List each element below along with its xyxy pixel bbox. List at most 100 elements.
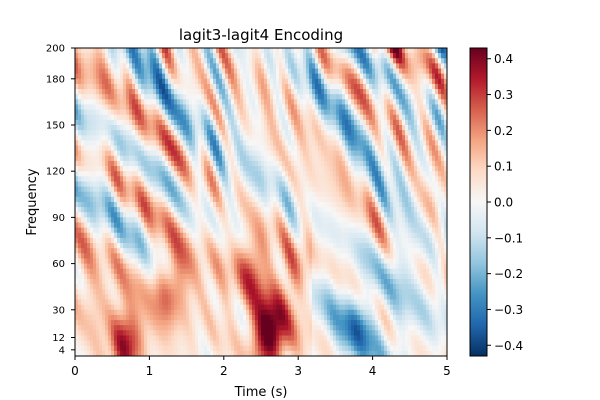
heatmap-cell <box>225 227 229 234</box>
heatmap-cell <box>261 186 265 193</box>
heatmap-cell <box>249 217 253 224</box>
heatmap-cell <box>102 58 106 64</box>
heatmap-cell <box>207 191 211 198</box>
heatmap-cell <box>348 145 352 152</box>
heatmap-cell <box>402 63 406 70</box>
heatmap-cell <box>174 191 178 198</box>
heatmap-cell <box>237 176 241 183</box>
heatmap-cell <box>129 135 133 141</box>
heatmap-cell <box>210 227 214 234</box>
heatmap-cell <box>291 58 295 64</box>
heatmap-cell <box>390 145 394 152</box>
heatmap-cell <box>312 150 316 157</box>
heatmap-cell <box>399 83 403 90</box>
heatmap-cell <box>93 202 97 208</box>
heatmap-cell <box>378 58 382 64</box>
heatmap-cell <box>261 248 265 254</box>
heatmap-cell <box>402 53 406 59</box>
heatmap-cell <box>237 83 241 90</box>
heatmap-cell <box>237 104 241 111</box>
heatmap-cell <box>168 63 172 70</box>
heatmap-cell <box>216 160 220 167</box>
heatmap-cell <box>354 171 358 177</box>
heatmap-cell <box>246 99 250 106</box>
heatmap-cell <box>102 114 106 121</box>
heatmap-cell <box>342 222 346 229</box>
heatmap-cell <box>126 176 130 183</box>
heatmap-cell <box>354 212 358 218</box>
heatmap-cell <box>141 99 145 106</box>
heatmap-cell <box>228 171 232 177</box>
heatmap-cell <box>336 73 340 80</box>
heatmap-cell <box>120 125 124 131</box>
heatmap-cell <box>375 104 379 111</box>
heatmap-cell <box>219 207 223 213</box>
heatmap-cell <box>393 227 397 234</box>
heatmap-cell <box>147 176 151 183</box>
heatmap-cell <box>231 130 235 136</box>
heatmap-cell <box>345 48 349 54</box>
heatmap-cell <box>117 207 121 213</box>
heatmap-cell <box>165 140 169 147</box>
heatmap-cell <box>435 145 439 152</box>
heatmap-cell <box>276 78 280 85</box>
heatmap-cell <box>249 186 253 193</box>
heatmap-cell <box>333 186 337 193</box>
heatmap-cell <box>408 63 412 70</box>
heatmap-cell <box>192 48 196 54</box>
heatmap-cell <box>144 232 148 239</box>
heatmap-cell <box>369 109 373 116</box>
heatmap-cell <box>420 114 424 121</box>
heatmap-cell <box>168 68 172 75</box>
heatmap-cell <box>228 155 232 162</box>
heatmap-cell <box>387 58 391 64</box>
heatmap-cell <box>165 227 169 234</box>
heatmap-cell <box>339 150 343 157</box>
heatmap-cell <box>171 202 175 208</box>
heatmap-cell <box>411 171 415 177</box>
heatmap-cell <box>123 166 127 172</box>
heatmap-cell <box>114 63 118 70</box>
heatmap-cell <box>180 140 184 147</box>
heatmap-cell <box>147 89 151 95</box>
heatmap-cell <box>144 248 148 254</box>
heatmap-cell <box>294 176 298 183</box>
heatmap-cell <box>237 130 241 136</box>
heatmap-cell <box>357 109 361 116</box>
heatmap-cell <box>303 217 307 224</box>
heatmap-cell <box>432 196 436 203</box>
heatmap-cell <box>303 83 307 90</box>
heatmap-cell <box>99 73 103 80</box>
heatmap-cell <box>291 232 295 239</box>
heatmap-cell <box>396 196 400 203</box>
heatmap-cell <box>252 166 256 172</box>
heatmap-cell <box>156 212 160 218</box>
heatmap-cell <box>213 53 217 59</box>
heatmap-cell <box>138 217 142 224</box>
heatmap-cell <box>237 78 241 85</box>
heatmap-cell <box>285 181 289 188</box>
heatmap-cell <box>252 217 256 224</box>
heatmap-cell <box>201 125 205 131</box>
heatmap-cell <box>273 202 277 208</box>
heatmap-cell <box>252 63 256 70</box>
heatmap-cell <box>339 243 343 249</box>
heatmap-cell <box>186 237 190 244</box>
heatmap-cell <box>435 140 439 147</box>
heatmap-cell <box>252 99 256 106</box>
heatmap-cell <box>372 53 376 59</box>
heatmap-cell <box>99 237 103 244</box>
heatmap-cell <box>444 222 447 229</box>
heatmap-cell <box>312 119 316 126</box>
heatmap-cell <box>390 166 394 172</box>
heatmap-cell <box>192 191 196 198</box>
heatmap-cell <box>282 104 286 111</box>
heatmap-cell <box>174 63 178 70</box>
heatmap-cell <box>228 135 232 141</box>
heatmap-cell <box>219 94 223 100</box>
heatmap-cell <box>231 207 235 213</box>
heatmap-cell <box>123 68 127 75</box>
heatmap-cell <box>423 48 427 54</box>
heatmap-cell <box>213 171 217 177</box>
heatmap-cell <box>180 135 184 141</box>
